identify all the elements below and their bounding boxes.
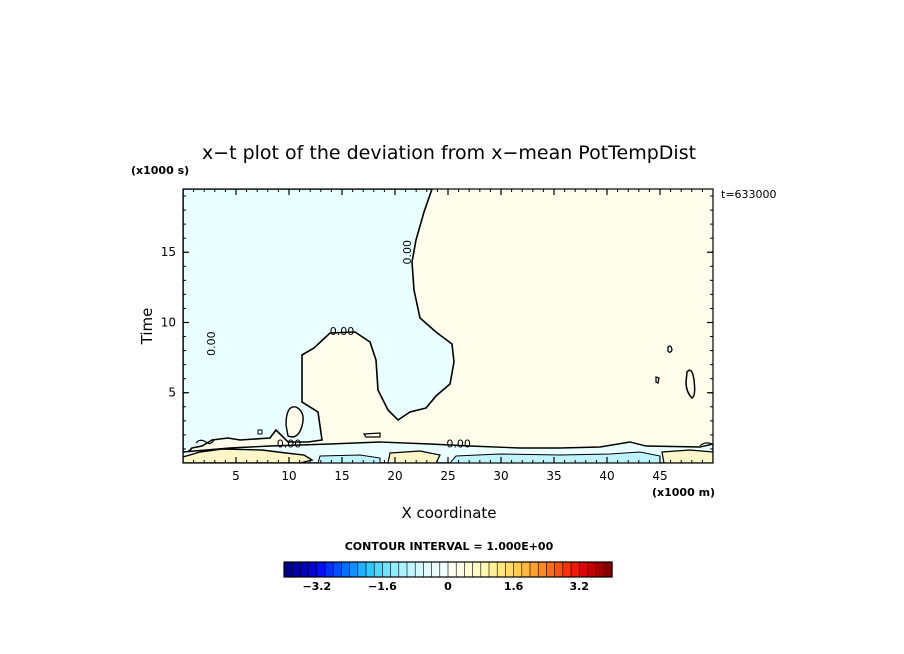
small-wave-right — [699, 442, 713, 447]
colorbar-swatch — [472, 561, 482, 578]
colorbar-swatch — [423, 561, 433, 578]
colorbar-swatch — [308, 561, 318, 578]
colorbar-swatch — [496, 561, 507, 578]
small-dot-3 — [362, 432, 381, 438]
colorbar-swatch — [537, 561, 548, 578]
colorbar-swatch — [546, 561, 556, 578]
colorbar-swatch — [455, 561, 466, 578]
colorbar-swatch — [414, 561, 425, 578]
colorbar-frame — [283, 561, 613, 578]
time-stamp: t=633000 — [721, 188, 777, 201]
colorbar-tick-label: −3.2 — [302, 580, 331, 593]
x-tick-label: 40 — [599, 469, 614, 483]
small-loop-right — [685, 369, 696, 399]
colorbar-swatch — [447, 561, 457, 578]
colorbar-tick-label: 3.2 — [569, 580, 589, 593]
contour-label: 0.00 — [330, 325, 355, 338]
colorbar-swatch — [341, 561, 351, 578]
contour-label: 0.00 — [205, 331, 218, 356]
x-tick-label: 10 — [281, 469, 296, 483]
colorbar-swatch — [398, 561, 408, 578]
colorbar-swatch — [464, 561, 474, 578]
y-tick-label: 10 — [161, 315, 176, 329]
colorbar-tick-label: 0 — [444, 580, 452, 593]
colorbar-swatch — [373, 561, 384, 578]
y-axis-label: Time — [138, 308, 156, 346]
colorbar-swatch — [382, 561, 392, 578]
x-tick-label: 30 — [493, 469, 508, 483]
y-tick-label: 15 — [161, 245, 176, 259]
colorbar-swatch — [300, 561, 310, 578]
x-axis-ticks: 5 10 15 20 25 30 35 40 45 — [232, 189, 668, 483]
small-dot-2 — [655, 376, 660, 384]
colorbar-swatch — [480, 561, 490, 578]
contour-label: 0.00 — [401, 240, 414, 265]
small-wave-left — [195, 439, 215, 445]
colorbar-tick-label: −1.6 — [368, 580, 397, 593]
colorbar-swatch — [505, 561, 515, 578]
colorbar-swatch — [562, 561, 572, 578]
colorbar-swatch — [349, 561, 359, 578]
colorbar-swatch — [513, 561, 523, 578]
colorbar-swatch — [332, 561, 343, 578]
x-tick-label: 15 — [334, 469, 349, 483]
y-axis-ticks: 5 10 15 — [161, 245, 713, 400]
colorbar-swatch — [587, 561, 597, 578]
x-tick-label: 25 — [440, 469, 455, 483]
colorbar-swatch — [431, 561, 441, 578]
colorbar-swatch — [291, 561, 302, 578]
colorbar-labels: −3.2 −1.6 0 1.6 3.2 — [302, 580, 589, 593]
x-unit-label: (x1000 m) — [652, 486, 715, 499]
warm-band-right — [661, 449, 713, 463]
x-tick-label: 20 — [387, 469, 402, 483]
cool-spot-2 — [317, 454, 381, 463]
minor-ticks — [183, 189, 713, 463]
colorbar-swatch — [365, 561, 375, 578]
colorbar-title: CONTOUR INTERVAL = 1.000E+00 — [345, 540, 554, 553]
warm-loop-small — [285, 406, 304, 438]
warm-band-left — [183, 448, 314, 463]
colorbar-swatch — [570, 561, 580, 578]
colorbar-swatch — [488, 561, 498, 578]
colorbar-swatch — [439, 561, 449, 578]
colorbar-swatch — [521, 561, 531, 578]
contour-labels: 0.00 0.00 0.00 0.00 0.00 — [205, 240, 471, 451]
small-dot-4 — [257, 429, 263, 435]
contour-label: 0.00 — [446, 438, 471, 451]
cool-region-main — [183, 189, 455, 456]
colorbar-tick-label: 1.6 — [504, 580, 524, 593]
colorbar-swatch — [324, 561, 334, 578]
x-tick-label: 35 — [546, 469, 561, 483]
colorbar-swatch — [390, 561, 400, 578]
colorbar-swatch — [578, 561, 589, 578]
x-tick-label: 45 — [652, 469, 667, 483]
chart-title: x−t plot of the deviation from x−mean Po… — [202, 142, 696, 164]
colorbar-swatch — [603, 561, 613, 578]
colorbar-swatch — [283, 561, 293, 578]
colorbar-swatch — [554, 561, 564, 578]
y-unit-label: (x1000 s) — [131, 164, 189, 177]
contour-label: 0.00 — [277, 438, 302, 451]
colorbar-swatch — [406, 561, 416, 578]
colorbar-swatch — [357, 561, 367, 578]
y-tick-label: 5 — [168, 386, 176, 400]
colorbar-swatch — [529, 561, 539, 578]
colorbar — [283, 561, 613, 578]
colorbar-swatch — [595, 561, 605, 578]
colorbar-swatch — [316, 561, 326, 578]
plot-area — [183, 189, 713, 463]
x-tick-label: 5 — [232, 469, 240, 483]
x-axis-label: X coordinate — [401, 504, 496, 522]
small-dot-1 — [667, 345, 673, 353]
